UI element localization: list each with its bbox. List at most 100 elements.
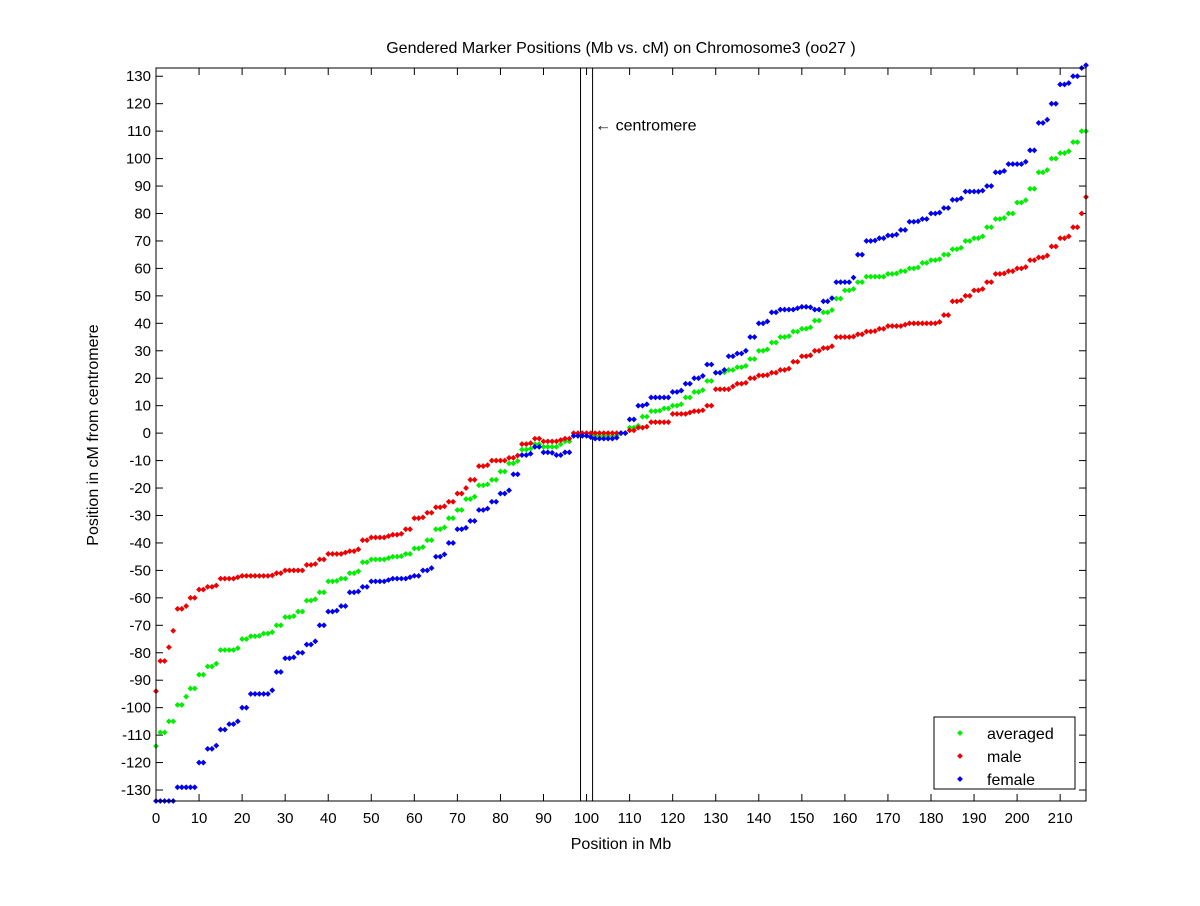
data-point-averaged: [510, 460, 517, 467]
data-point-female: [230, 721, 237, 728]
data-point-female: [1001, 168, 1008, 174]
data-point-female: [458, 526, 465, 533]
data-point-averaged: [643, 413, 650, 420]
data-point-male: [897, 323, 904, 329]
x-tick-label: 0: [152, 810, 160, 827]
data-point-female: [816, 306, 822, 313]
data-point-female: [1052, 100, 1059, 107]
data-point-female: [200, 759, 207, 766]
y-tick-label: 30: [134, 343, 151, 360]
data-point-male: [381, 534, 388, 541]
data-point-female: [807, 304, 814, 311]
data-point-female: [953, 196, 960, 203]
data-point-male: [958, 297, 965, 304]
data-point-averaged: [902, 268, 909, 275]
data-point-averaged: [1065, 148, 1072, 155]
data-point-averaged: [1040, 169, 1046, 176]
data-point-averaged: [674, 402, 680, 409]
data-point-female: [191, 784, 198, 791]
y-tick-label: -50: [129, 562, 151, 579]
data-point-male: [781, 367, 788, 373]
data-point-female: [773, 309, 779, 316]
data-point-male: [643, 423, 650, 430]
data-point-averaged: [846, 287, 853, 294]
data-point-averaged: [213, 660, 220, 667]
data-point-averaged: [1061, 150, 1068, 157]
data-point-female: [450, 540, 457, 546]
data-point-male: [527, 440, 534, 447]
y-tick-label: 100: [126, 151, 151, 168]
data-point-female: [407, 574, 413, 581]
x-tick-label: 80: [492, 810, 509, 827]
y-tick-label: 130: [126, 68, 151, 85]
data-point-averaged: [1031, 185, 1038, 192]
data-point-averaged: [1074, 139, 1081, 146]
data-point-female: [441, 551, 448, 558]
data-point-male: [183, 603, 190, 610]
x-tick-label: 10: [191, 810, 208, 827]
data-point-averaged: [807, 324, 814, 331]
data-point-female: [1083, 62, 1089, 69]
data-point-averaged: [665, 405, 672, 412]
data-point-male: [1018, 265, 1025, 272]
x-tick-label: 210: [1048, 810, 1073, 827]
data-point-male: [209, 583, 215, 590]
data-point-male: [200, 586, 207, 593]
data-point-male: [536, 435, 543, 442]
data-point-averaged: [493, 476, 500, 483]
data-point-averaged: [678, 401, 685, 408]
data-point-averaged: [527, 445, 534, 452]
data-point-male: [450, 498, 457, 505]
data-point-averaged: [161, 729, 168, 736]
data-point-female: [643, 401, 650, 408]
data-point-female: [686, 380, 693, 387]
data-point-male: [699, 407, 706, 414]
data-point-averaged: [699, 387, 706, 394]
data-point-averaged: [958, 244, 965, 251]
data-point-averaged: [441, 524, 448, 531]
data-point-male: [161, 658, 168, 664]
data-point-averaged: [290, 613, 297, 620]
data-point-female: [308, 641, 314, 648]
data-point-male: [428, 509, 435, 516]
data-point-female: [824, 298, 831, 305]
data-point-averaged: [880, 273, 887, 280]
x-tick-label: 130: [703, 810, 728, 827]
legend-marker-male: [957, 753, 963, 759]
data-point-averaged: [859, 279, 866, 286]
y-tick-label: -20: [129, 480, 151, 497]
data-point-averaged: [178, 701, 185, 708]
data-point-averaged: [1022, 197, 1029, 204]
data-point-averaged: [738, 364, 745, 371]
data-point-female: [312, 638, 319, 645]
chart-title: Gendered Marker Positions (Mb vs. cM) on…: [386, 40, 856, 57]
data-point-female: [428, 565, 435, 572]
data-point-averaged: [200, 671, 207, 678]
data-point-male: [807, 352, 814, 359]
data-point-male: [850, 333, 857, 340]
data-point-male: [420, 514, 426, 521]
data-point-averaged: [829, 307, 835, 313]
centromere-lines: [580, 68, 594, 801]
data-point-male: [501, 457, 508, 464]
data-point-averaged: [355, 568, 362, 575]
data-point-female: [209, 745, 215, 752]
y-tick-label: 0: [143, 425, 151, 442]
data-point-female: [213, 742, 220, 749]
data-point-female: [1061, 81, 1068, 88]
data-point-female: [979, 187, 986, 194]
data-point-female: [493, 498, 500, 505]
data-point-female: [234, 718, 241, 725]
data-point-male: [165, 644, 172, 651]
data-point-male: [342, 549, 349, 556]
data-point-averaged: [407, 550, 413, 557]
x-tick-label: 70: [449, 810, 466, 827]
data-point-male: [708, 402, 715, 409]
data-point-averaged: [265, 630, 271, 637]
data-point-averaged: [471, 493, 478, 500]
x-tick-label: 100: [574, 810, 599, 827]
data-point-female: [742, 347, 749, 354]
data-point-averaged: [686, 394, 693, 401]
data-point-female: [850, 274, 857, 281]
data-point-male: [816, 347, 822, 354]
